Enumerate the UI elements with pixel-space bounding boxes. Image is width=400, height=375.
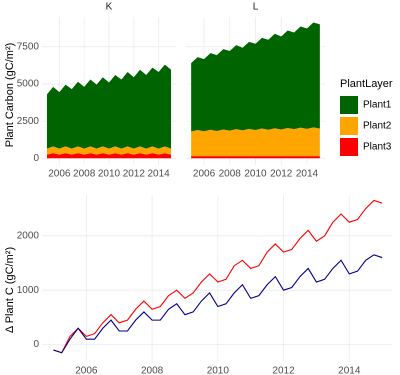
facet-label: L <box>253 2 259 13</box>
y-axis-title: Δ Plant C (gC/m²) <box>4 247 16 333</box>
y-tick-label: 0 <box>33 339 39 350</box>
x-tick-label: 2012 <box>123 169 146 180</box>
y-tick-label: 1000 <box>17 285 40 296</box>
x-tick-label: 2014 <box>148 169 171 180</box>
area <box>46 146 172 155</box>
x-tick-label: 2008 <box>141 366 164 375</box>
line <box>53 199 383 354</box>
x-tick-label: 2014 <box>296 169 319 180</box>
y-axis-title: Plant Carbon (gC/m²) <box>4 43 16 148</box>
y-tick-label: 2000 <box>17 230 40 241</box>
x-tick-label: 2010 <box>98 169 121 180</box>
line <box>53 254 383 354</box>
facet-label: K <box>106 2 113 13</box>
legend-title: PlantLayer <box>340 78 393 90</box>
area <box>191 156 320 159</box>
area <box>191 22 320 132</box>
legend-key <box>340 117 358 135</box>
x-tick-label: 2008 <box>73 169 96 180</box>
legend-label: Plant2 <box>363 121 392 132</box>
area <box>46 153 172 159</box>
y-tick-label: 2500 <box>17 116 40 127</box>
legend-label: Plant1 <box>363 100 392 111</box>
x-tick-label: 2006 <box>193 169 216 180</box>
legend-label: Plant3 <box>363 142 392 153</box>
area <box>46 64 172 149</box>
x-tick-label: 2012 <box>270 169 293 180</box>
x-tick-label: 2008 <box>219 169 242 180</box>
x-tick-label: 2012 <box>272 366 295 375</box>
x-tick-label: 2006 <box>75 366 98 375</box>
legend-key <box>340 138 358 156</box>
x-tick-label: 2014 <box>338 366 361 375</box>
y-tick-label: 0 <box>33 153 39 164</box>
legend-key <box>340 96 358 114</box>
area <box>191 127 320 157</box>
y-tick-label: 7500 <box>17 41 40 52</box>
x-tick-label: 2006 <box>48 169 71 180</box>
x-tick-label: 2010 <box>244 169 267 180</box>
y-tick-label: 5000 <box>17 79 40 90</box>
x-tick-label: 2010 <box>207 366 230 375</box>
